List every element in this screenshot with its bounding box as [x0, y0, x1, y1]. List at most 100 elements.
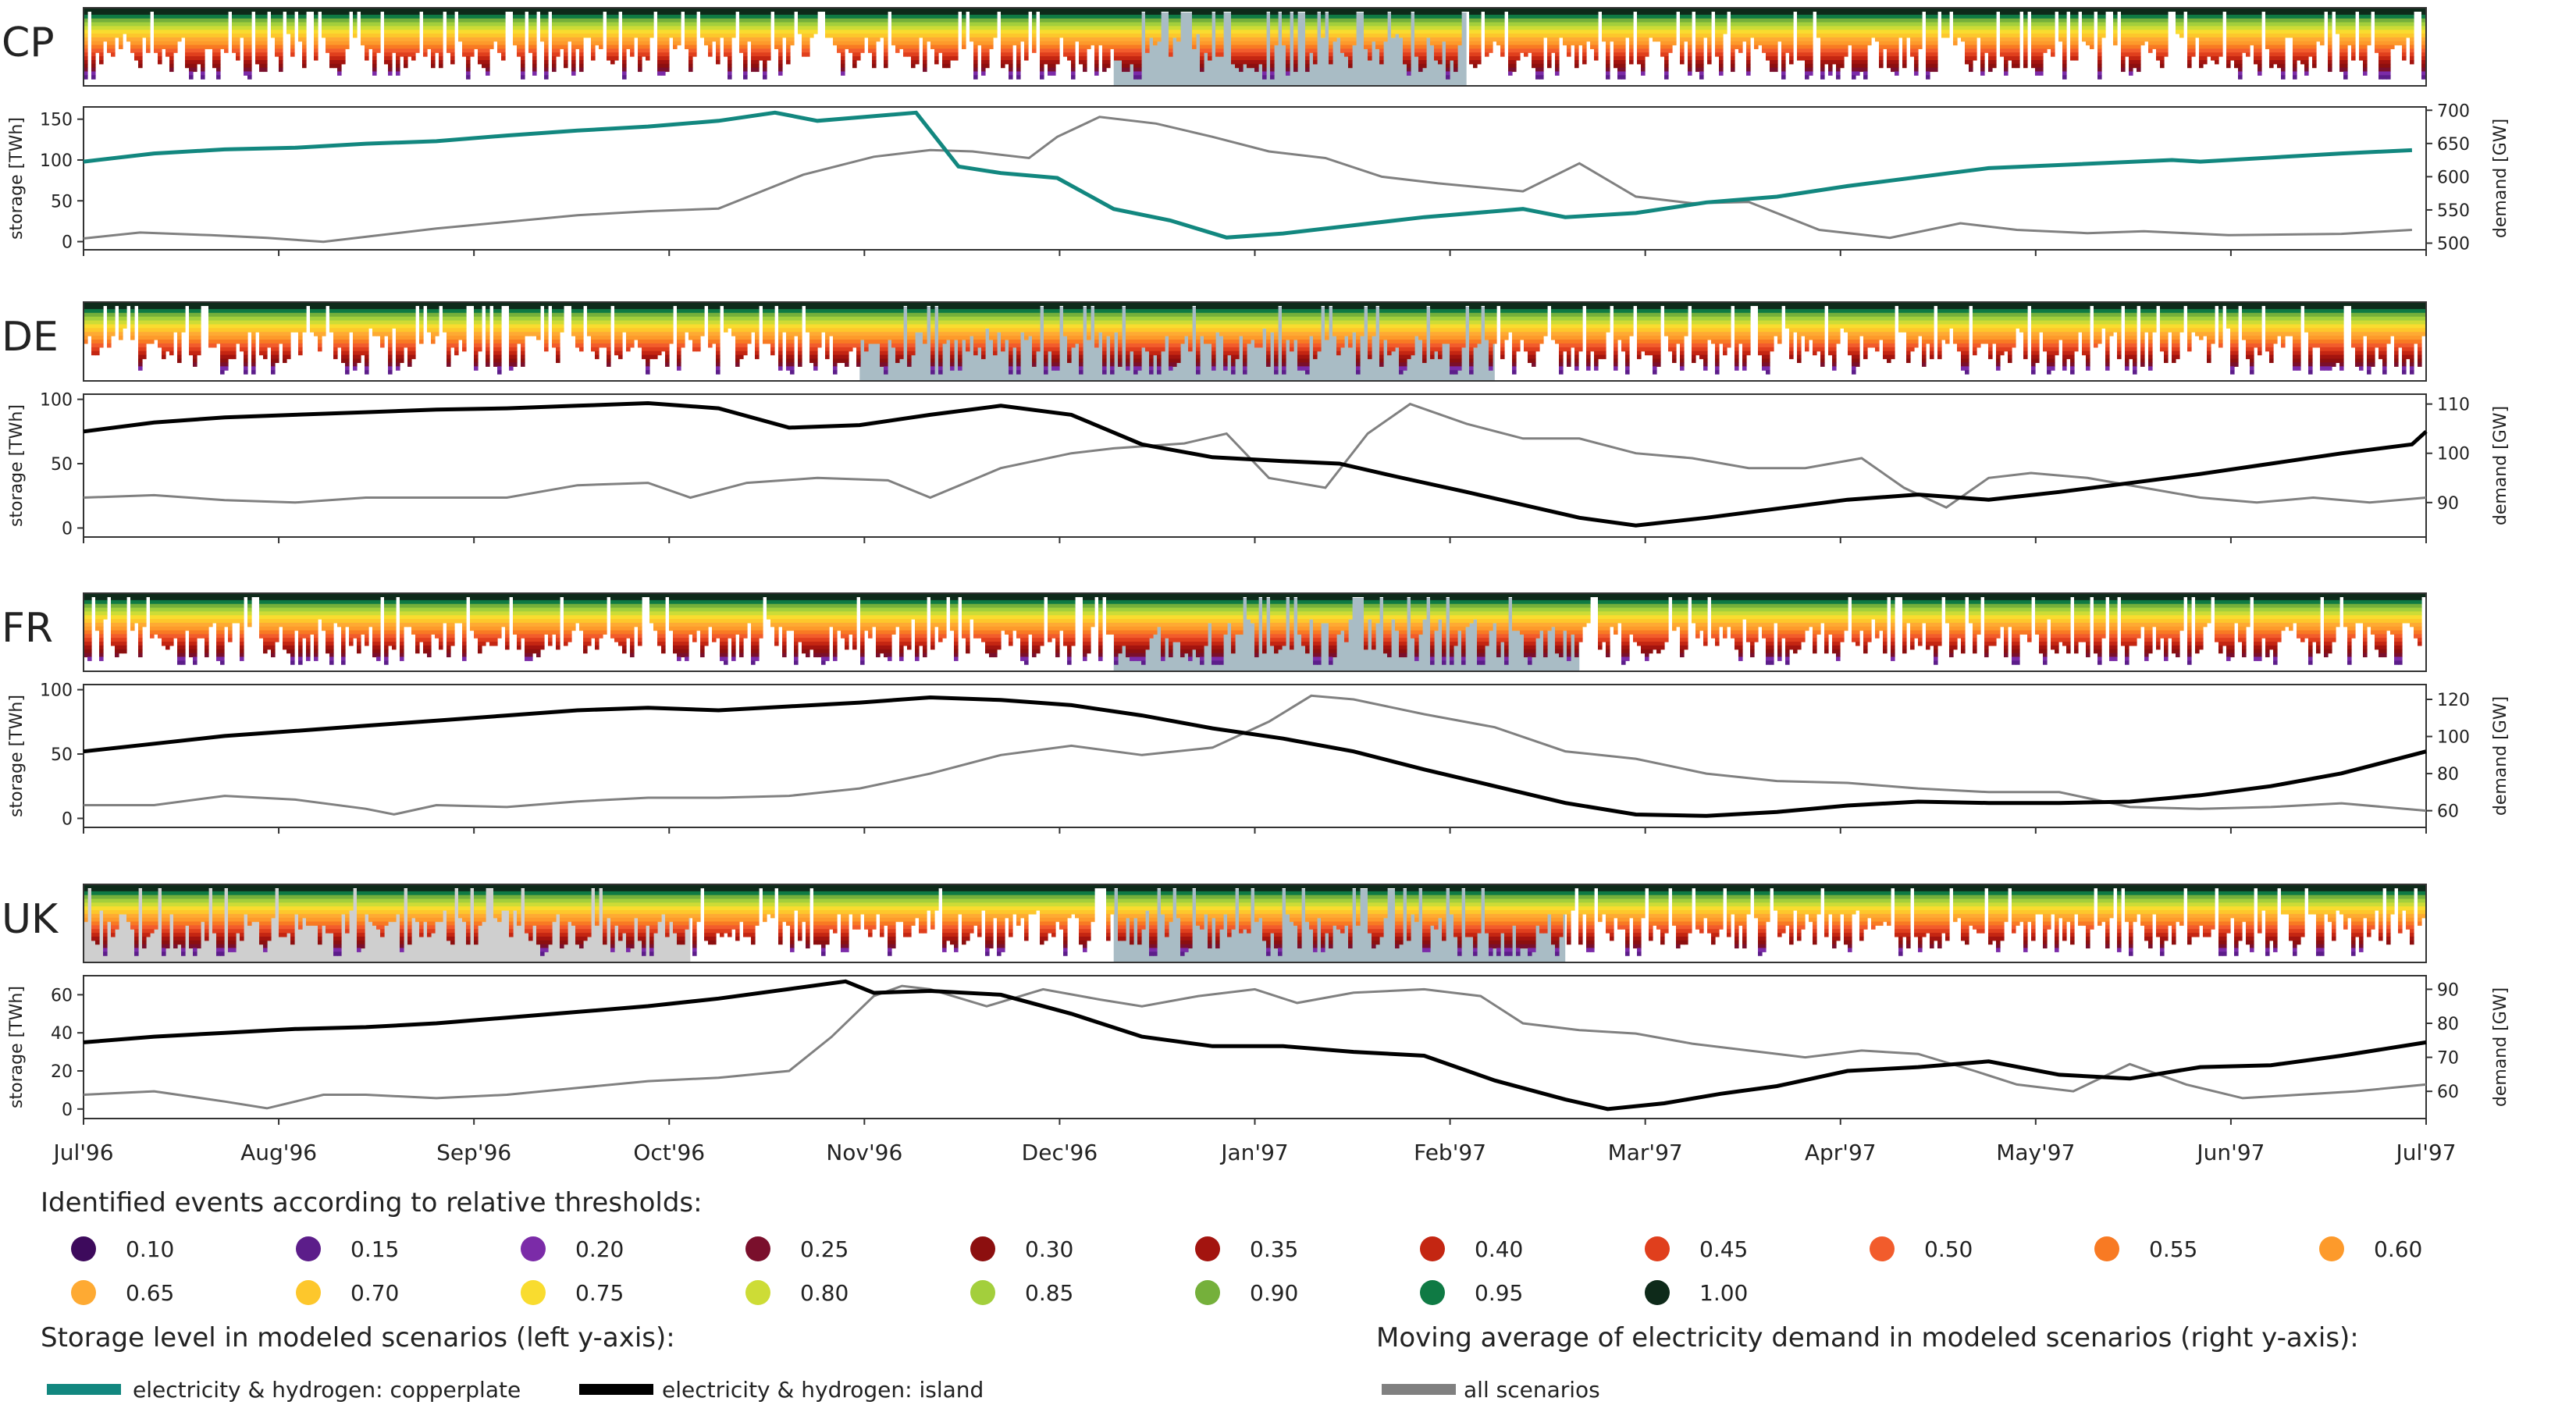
- event-band: [185, 19, 190, 23]
- event-band: [450, 37, 455, 41]
- event-band: [205, 34, 209, 37]
- event-band: [981, 30, 986, 34]
- event-band: [466, 23, 471, 27]
- event-band: [688, 19, 693, 23]
- event-band: [852, 52, 857, 56]
- event-band: [193, 26, 197, 30]
- event-band: [329, 48, 334, 52]
- event-band: [661, 41, 666, 45]
- event-band: [579, 37, 584, 41]
- event-band: [333, 19, 338, 23]
- event-band: [560, 26, 564, 30]
- event-band: [583, 15, 588, 19]
- event-band: [486, 68, 490, 72]
- event-band: [755, 60, 760, 64]
- event-band: [981, 56, 986, 60]
- event-band: [415, 45, 420, 49]
- event-band: [856, 48, 861, 52]
- event-band: [610, 41, 615, 45]
- event-band: [532, 52, 537, 56]
- event-band: [271, 34, 276, 37]
- event-band: [298, 19, 303, 23]
- event-band: [954, 37, 959, 41]
- event-band: [368, 19, 373, 23]
- event-band: [985, 60, 990, 64]
- event-band: [435, 30, 439, 34]
- event-band: [130, 15, 135, 19]
- event-band: [279, 34, 283, 37]
- event-band: [595, 15, 600, 19]
- event-band: [224, 37, 229, 41]
- event-band: [528, 48, 533, 52]
- event-band: [923, 30, 927, 34]
- event-band: [326, 41, 330, 45]
- event-band: [423, 45, 428, 49]
- event-band: [685, 34, 689, 37]
- event-band: [345, 26, 350, 30]
- event-band: [685, 19, 689, 23]
- event-band: [255, 52, 260, 56]
- event-band: [927, 30, 931, 34]
- event-band: [599, 23, 603, 27]
- event-band: [942, 19, 947, 23]
- event-band: [193, 37, 197, 41]
- event-band: [177, 23, 182, 27]
- event-band: [142, 15, 147, 19]
- event-band: [755, 19, 760, 23]
- event-band: [607, 15, 611, 19]
- event-band: [326, 15, 330, 19]
- event-band: [595, 41, 600, 45]
- event-band: [778, 37, 783, 41]
- event-band: [407, 30, 412, 34]
- event-band: [247, 75, 252, 79]
- event-band: [216, 30, 221, 34]
- event-band: [407, 19, 412, 23]
- event-band: [244, 30, 248, 34]
- event-band: [845, 41, 849, 45]
- event-band: [134, 34, 139, 37]
- event-band: [755, 56, 760, 60]
- event-band: [154, 23, 158, 27]
- event-band: [712, 30, 717, 34]
- event-band: [528, 41, 533, 45]
- event-band: [946, 48, 951, 52]
- event-band: [985, 52, 990, 56]
- event-band: [564, 52, 568, 56]
- event-band: [259, 41, 264, 45]
- event-band: [782, 23, 787, 27]
- event-band: [977, 19, 982, 23]
- event-band: [427, 37, 432, 41]
- event-band: [521, 19, 525, 23]
- event-band: [688, 23, 693, 27]
- event-band: [884, 30, 888, 34]
- event-band: [365, 34, 369, 37]
- event-band: [907, 52, 912, 56]
- event-band: [903, 41, 908, 45]
- event-band: [388, 45, 393, 49]
- event-band: [923, 23, 927, 27]
- event-band: [657, 15, 662, 19]
- event-band: [169, 23, 174, 27]
- event-band: [236, 37, 240, 41]
- event-band: [447, 45, 451, 49]
- event-band: [197, 56, 201, 60]
- event-band: [134, 52, 139, 56]
- event-band: [337, 68, 342, 72]
- event-band: [802, 26, 806, 30]
- event-band: [154, 30, 158, 34]
- event-band: [728, 19, 732, 23]
- event-band: [466, 41, 471, 45]
- event-band: [236, 52, 240, 56]
- event-band: [759, 30, 763, 34]
- event-band: [583, 23, 588, 27]
- event-band: [724, 41, 728, 45]
- event-band: [189, 56, 194, 60]
- event-band: [224, 19, 229, 23]
- event-band: [513, 15, 518, 19]
- event-band: [158, 45, 162, 49]
- event-band: [868, 41, 873, 45]
- event-band: [482, 64, 486, 68]
- event-band: [841, 64, 845, 68]
- event-band: [244, 71, 248, 75]
- event-band: [614, 19, 619, 23]
